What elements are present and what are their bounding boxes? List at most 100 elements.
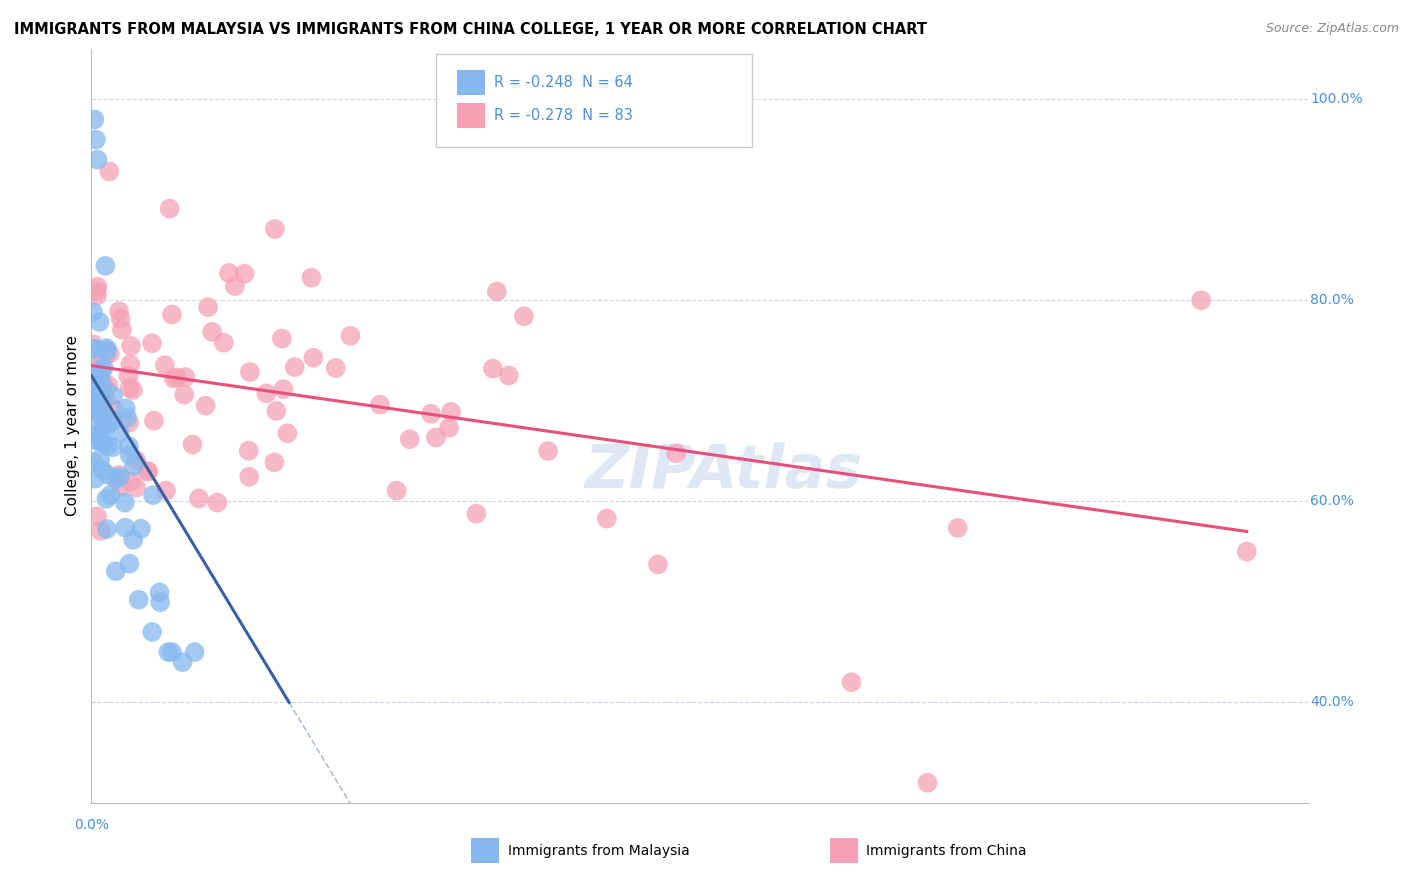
Point — [103, 401, 125, 416]
Text: 40.0%: 40.0% — [1310, 695, 1354, 709]
Point — [160, 308, 183, 322]
Point — [647, 558, 669, 572]
Point — [82, 367, 104, 381]
Point — [82, 337, 104, 351]
Point — [148, 585, 170, 599]
Point — [207, 495, 229, 509]
Point — [129, 522, 152, 536]
Point — [149, 595, 172, 609]
Point — [91, 434, 114, 449]
Text: ZIPAtlas: ZIPAtlas — [585, 442, 863, 500]
Point — [142, 488, 165, 502]
Point — [84, 429, 107, 443]
Point — [239, 365, 262, 379]
Point — [93, 418, 115, 433]
Point — [98, 346, 121, 360]
Point — [173, 387, 195, 401]
Point — [120, 475, 142, 489]
Point — [89, 408, 111, 422]
Point — [118, 381, 141, 395]
Point — [141, 624, 163, 639]
Point — [1236, 544, 1258, 558]
Point — [183, 645, 205, 659]
Point — [141, 336, 163, 351]
Point — [87, 426, 110, 441]
Point — [104, 564, 127, 578]
Point — [157, 645, 180, 659]
Text: R = -0.248  N = 64: R = -0.248 N = 64 — [494, 75, 633, 89]
Point — [385, 483, 408, 498]
Point — [197, 300, 219, 314]
Point — [100, 488, 122, 502]
Point — [86, 361, 108, 376]
Point — [398, 432, 420, 446]
Point — [437, 421, 460, 435]
Point — [96, 343, 118, 358]
Point — [86, 279, 108, 293]
Point — [273, 382, 295, 396]
Point — [254, 386, 277, 401]
Point — [101, 440, 124, 454]
Point — [118, 557, 141, 571]
Point — [194, 399, 217, 413]
Point — [96, 522, 118, 536]
Point — [96, 467, 118, 482]
Point — [125, 453, 148, 467]
Point — [465, 507, 488, 521]
Point — [513, 310, 536, 324]
Point — [276, 426, 298, 441]
Point — [108, 425, 131, 439]
Point — [101, 389, 124, 403]
Point — [90, 370, 112, 384]
Text: Immigrants from China: Immigrants from China — [866, 844, 1026, 858]
Point — [84, 472, 107, 486]
Point — [86, 284, 108, 298]
Point — [128, 592, 150, 607]
Point — [94, 259, 117, 273]
Point — [596, 511, 619, 525]
Point — [89, 451, 111, 466]
Point — [136, 464, 159, 478]
Point — [84, 342, 107, 356]
Point — [97, 378, 120, 392]
Point — [917, 775, 939, 789]
Text: Source: ZipAtlas.com: Source: ZipAtlas.com — [1265, 22, 1399, 36]
Point — [302, 351, 325, 365]
Point — [125, 481, 148, 495]
Point — [212, 335, 235, 350]
Point — [160, 645, 183, 659]
Point — [108, 304, 131, 318]
Point — [181, 437, 204, 451]
Point — [93, 383, 115, 397]
Point — [94, 348, 117, 362]
Point — [97, 418, 120, 433]
Point — [498, 368, 520, 383]
Point — [266, 404, 288, 418]
Point — [1189, 293, 1212, 308]
Text: 100.0%: 100.0% — [1310, 92, 1362, 106]
Point — [946, 521, 969, 535]
Point — [339, 328, 361, 343]
Point — [425, 430, 447, 444]
Point — [118, 416, 141, 430]
Point — [153, 358, 176, 372]
Point — [84, 376, 107, 391]
Point — [104, 472, 127, 486]
Point — [93, 360, 115, 375]
Point — [118, 448, 141, 462]
Point — [263, 222, 285, 236]
Point — [83, 112, 105, 127]
Point — [84, 132, 107, 146]
Point — [82, 342, 104, 356]
Point — [86, 393, 108, 408]
Point — [120, 357, 142, 371]
Point — [166, 370, 188, 384]
Point — [96, 491, 118, 506]
Point — [143, 414, 166, 428]
Point — [89, 382, 111, 396]
Point — [114, 520, 136, 534]
Point — [163, 371, 186, 385]
Point — [111, 323, 134, 337]
Text: 80.0%: 80.0% — [1310, 293, 1354, 308]
Point — [96, 439, 118, 453]
